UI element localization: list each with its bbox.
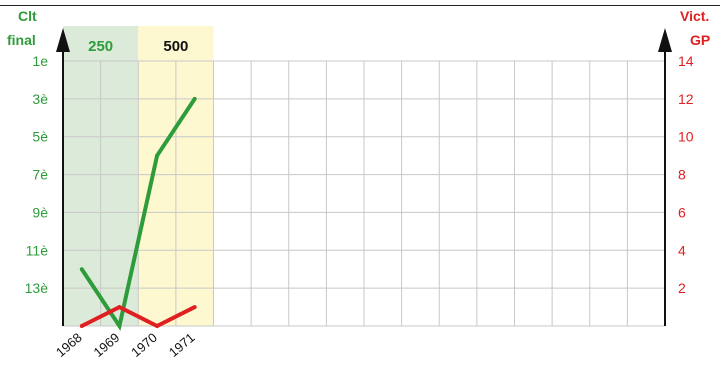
left-tick-label: 3è [32,91,48,107]
series-point-right [117,305,122,310]
series-point-left [79,267,84,272]
x-tick-label: 1969 [91,330,123,360]
series-layer [79,96,197,332]
axis-layer: Clt final Vict. GP [7,8,710,326]
band-label-250: 250 [88,38,113,55]
right-tick-label: 2 [678,280,686,296]
x-tick-label: 1968 [53,330,85,360]
x-tick-label: 1970 [128,330,160,360]
series-line-right [80,304,196,329]
left-axis-arrow [56,28,70,52]
left-tick-label: 9è [32,204,48,220]
series-point-right [155,324,160,328]
right-tick-label: 4 [678,242,686,258]
left-axis-title-line1: Clt [18,8,37,24]
grid-layer [0,5,720,327]
left-tick-label: 11è [26,242,49,258]
left-axis-title-line2: final [7,32,36,48]
right-axis-title-line2: GP [690,32,710,48]
series-point-left [155,153,160,158]
right-tick-label: 8 [678,167,686,183]
left-tick-label: 7è [32,167,48,183]
right-axis-title-line1: Vict. [680,8,709,24]
x-tick-label: 1971 [166,330,198,360]
series-point-left [192,96,197,101]
series-point-right [79,324,84,328]
series-point-left [117,324,122,328]
right-tick-label: 14 [678,53,694,69]
right-tick-label: 6 [678,204,686,220]
band-label-500: 500 [163,38,188,55]
right-axis-arrow [658,28,672,52]
left-tick-label: 1e [32,53,48,69]
series-line-left [80,97,197,332]
right-tick-label: 10 [678,129,694,145]
series-point-right [192,305,197,310]
right-tick-label: 12 [678,91,694,107]
left-tick-label: 13è [25,280,49,296]
left-tick-label: 5è [32,129,48,145]
